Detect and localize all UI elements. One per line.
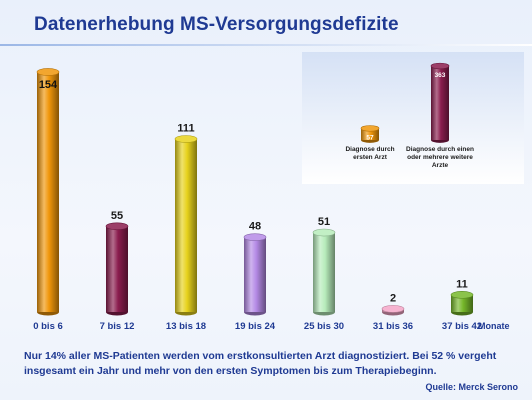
bar-25-bis-30: [313, 232, 335, 312]
bar-0-bis-6-top: [36, 68, 60, 76]
inset-bar-1-top: [360, 125, 380, 132]
inset-value-label: 57: [366, 134, 374, 141]
bar-37-bis-42-top: [450, 291, 474, 299]
inset-panel: [302, 52, 524, 184]
category-label: 7 bis 12: [100, 321, 135, 332]
x-axis-label: Monate: [478, 321, 510, 331]
category-label: 31 bis 36: [373, 321, 413, 332]
value-label: 51: [318, 216, 330, 228]
inset-bar-2: [431, 66, 449, 140]
inset-category-label: Diagnose durch ersten Arzt: [345, 146, 394, 161]
page-title: Datenerhebung MS-Versorgungsdefizite: [34, 14, 399, 35]
bar-19-bis-24-top: [243, 233, 267, 242]
source-note: Quelle: Merck Serono: [425, 382, 518, 392]
caption-text: Nur 14% aller MS-Patienten werden vom er…: [24, 350, 497, 377]
category-label: 19 bis 24: [235, 321, 276, 332]
category-label: 25 bis 30: [304, 321, 344, 332]
bar-7-bis-12: [106, 226, 128, 312]
inset-bar-1: [361, 128, 379, 140]
value-label: 11: [456, 278, 468, 290]
bar-25-bis-30-top: [312, 228, 336, 237]
bar-31-bis-36-top: [381, 305, 405, 313]
inset-bar-2-top: [430, 62, 450, 70]
value-label: 154: [39, 79, 58, 91]
category-label: 37 bis 42: [442, 321, 482, 332]
inset-category-label: Diagnose durch einen oder mehrere weitere…: [406, 146, 474, 169]
category-label: 13 bis 18: [166, 321, 206, 332]
title-divider: [0, 44, 532, 46]
bar-13-bis-18: [175, 139, 197, 312]
bar-13-bis-18-top: [174, 135, 198, 143]
bar-0-bis-6: [37, 72, 59, 312]
bar-37-bis-42: [451, 294, 473, 312]
bar-7-bis-12-top: [105, 222, 129, 231]
category-label: 0 bis 6: [33, 321, 63, 332]
value-label: 2: [390, 292, 396, 304]
inset-value-label: 363: [435, 72, 446, 79]
value-label: 111: [177, 122, 194, 134]
bar-19-bis-24: [244, 237, 266, 312]
value-label: 55: [111, 210, 123, 222]
value-label: 48: [249, 221, 261, 233]
